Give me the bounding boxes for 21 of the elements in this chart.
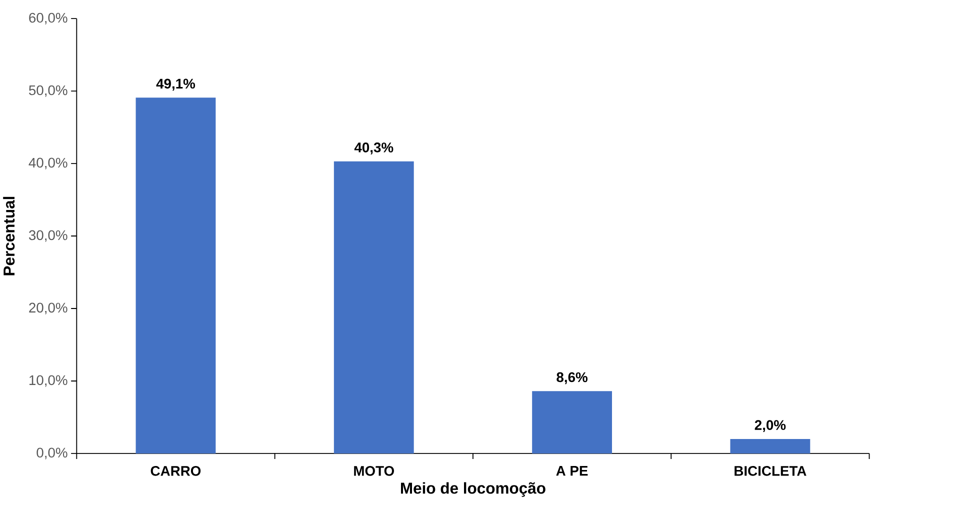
x-tick-label: CARRO — [150, 466, 201, 476]
y-tick-label: 60,0% — [29, 12, 68, 24]
x-tick-label: BICICLETA — [734, 466, 806, 476]
bar — [532, 391, 612, 454]
bar — [136, 97, 216, 454]
data-label: 49,1% — [156, 78, 196, 90]
bar — [730, 438, 810, 454]
y-tick-label: 0,0% — [36, 448, 68, 460]
data-label: 2,0% — [754, 420, 786, 432]
y-tick-label: 20,0% — [29, 302, 68, 314]
data-label: 40,3% — [354, 142, 394, 154]
y-tick-label: 40,0% — [28, 158, 68, 170]
bar — [334, 161, 414, 454]
y-tick-label: 30,0% — [28, 230, 68, 242]
y-tick-label: 50,0% — [28, 85, 68, 97]
data-label: 8,6% — [556, 372, 588, 384]
y-axis-title: Percentual — [3, 196, 15, 276]
x-tick-label: MOTO — [354, 466, 394, 476]
x-tick-label: A PE — [556, 466, 588, 476]
y-tick-label: 10,0% — [29, 375, 68, 387]
x-axis-title: Meio de locomoção — [401, 482, 546, 497]
